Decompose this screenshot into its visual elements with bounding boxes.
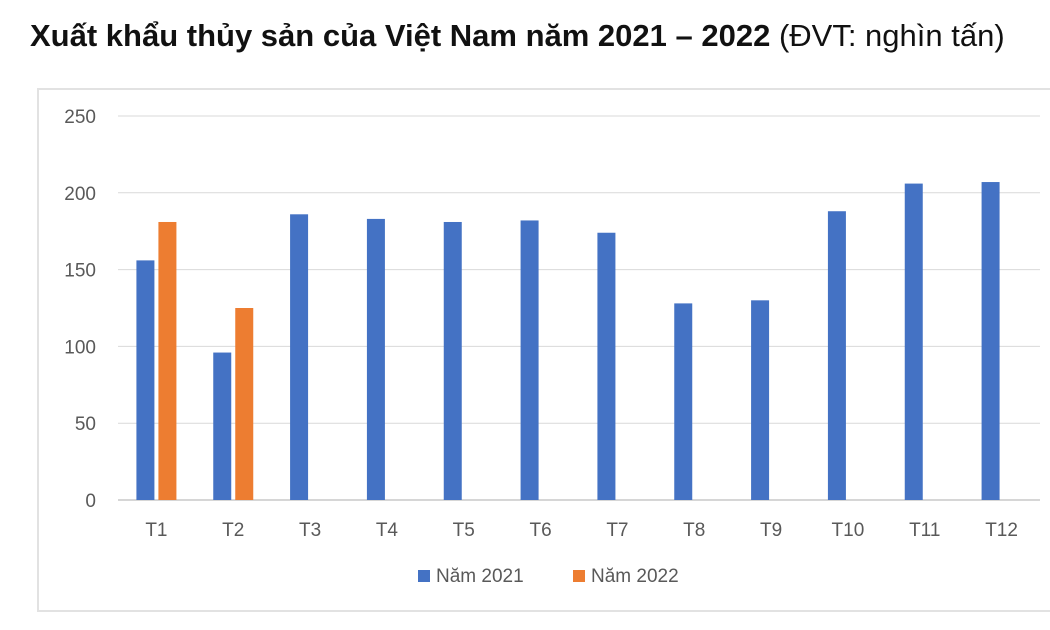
x-tick-label: T5 [453, 520, 475, 541]
bar-2022-t1 [158, 221, 177, 500]
x-tick-label: T12 [985, 520, 1018, 541]
bar-2021-t3 [290, 214, 309, 500]
legend-swatch [573, 570, 585, 582]
y-tick-label: 150 [64, 261, 96, 282]
x-tick-label: T9 [760, 520, 782, 541]
bar-2021-t5 [443, 221, 462, 500]
legend-label: Năm 2022 [591, 566, 679, 587]
chart-title: Xuất khẩu thủy sản của Việt Nam năm 2021… [30, 14, 1050, 58]
bar-2021-t7 [597, 232, 616, 500]
bar-2021-t1 [136, 260, 155, 500]
y-tick-label: 200 [64, 184, 96, 205]
y-tick-label: 50 [75, 414, 96, 435]
x-tick-label: T1 [145, 520, 167, 541]
bar-2021-t2 [213, 352, 232, 500]
bar-2022-t2 [235, 308, 254, 500]
legend-swatch [418, 570, 430, 582]
bar-2021-t9 [751, 300, 770, 500]
chart-frame [37, 88, 1050, 612]
chart-title-unit: (ĐVT: nghìn tấn) [770, 18, 1005, 53]
bar-2021-t10 [827, 211, 846, 500]
x-tick-label: T7 [606, 520, 628, 541]
x-tick-label: T2 [222, 520, 244, 541]
x-tick-label: T6 [529, 520, 551, 541]
bar-2021-t11 [904, 183, 923, 501]
bar-2021-t12 [981, 182, 1000, 500]
bar-2021-t8 [674, 303, 693, 500]
y-tick-label: 0 [85, 491, 96, 512]
x-tick-label: T10 [832, 520, 865, 541]
x-tick-label: T3 [299, 520, 321, 541]
x-tick-label: T4 [376, 520, 399, 541]
x-tick-label: T8 [683, 520, 705, 541]
legend-label: Năm 2021 [436, 566, 524, 587]
y-tick-label: 100 [64, 337, 96, 358]
chart-title-main: Xuất khẩu thủy sản của Việt Nam năm 2021… [30, 18, 771, 53]
bar-2021-t6 [520, 220, 539, 500]
y-tick-label: 250 [64, 107, 96, 128]
x-tick-label: T11 [909, 520, 940, 541]
bar-2021-t4 [366, 218, 385, 501]
